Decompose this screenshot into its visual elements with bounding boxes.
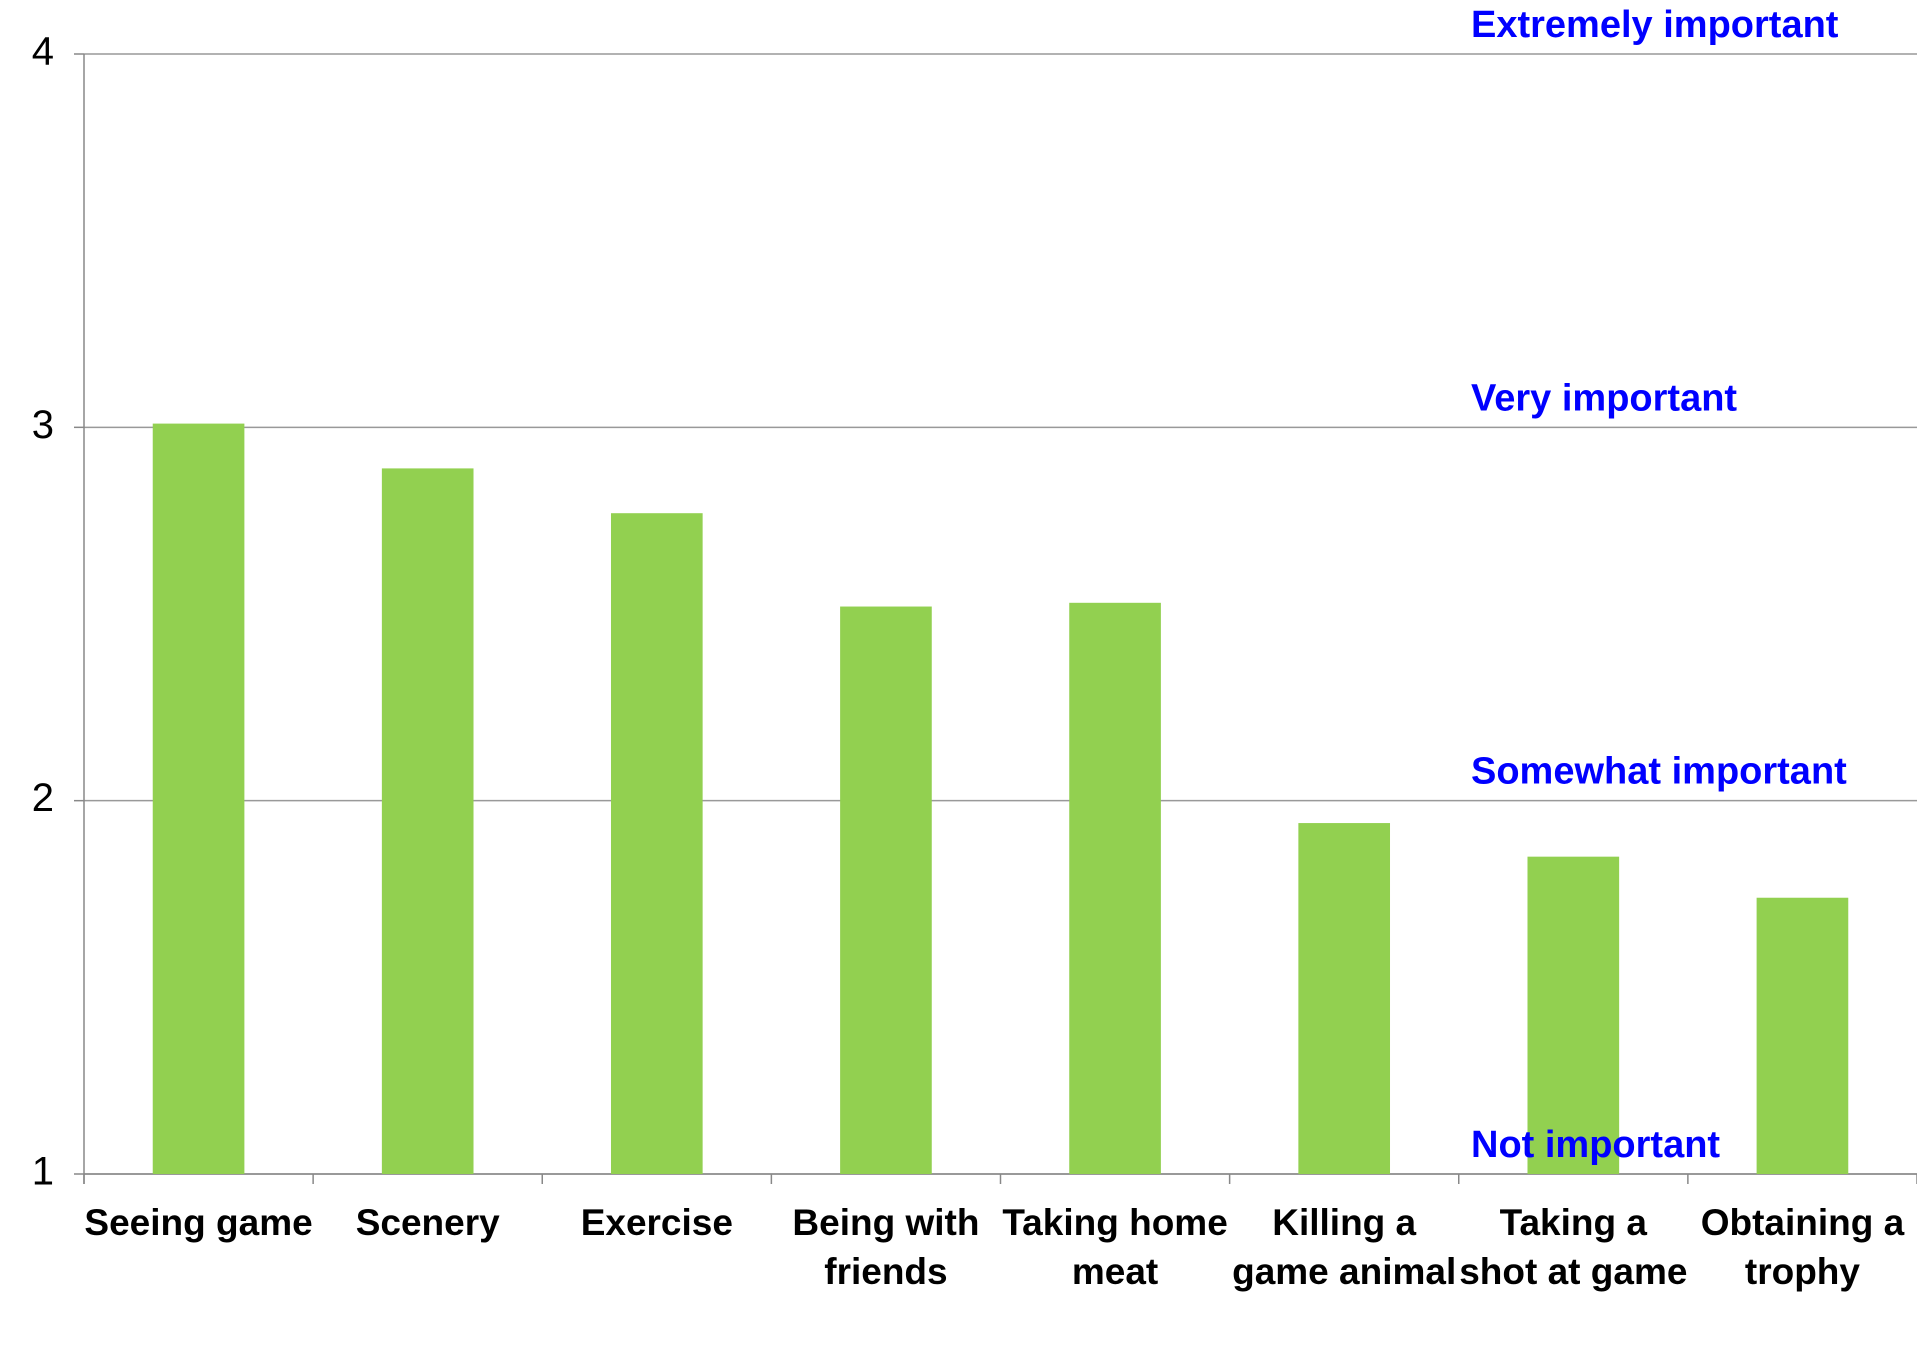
bar <box>381 468 474 1174</box>
bar <box>1069 602 1161 1174</box>
x-tick-label: Taking a shot at game <box>1459 1202 1688 1292</box>
x-tick-label: Being with friends <box>792 1202 980 1292</box>
bar <box>1298 823 1391 1174</box>
annotation: Very important <box>1471 377 1737 419</box>
y-tick-label: 3 <box>32 403 54 447</box>
x-tick-label: Seeing game <box>84 1202 313 1243</box>
bar <box>152 423 245 1175</box>
x-tick-label: Scenery <box>355 1202 500 1243</box>
bar <box>610 513 703 1174</box>
x-tick-label: Taking home meat <box>1002 1202 1228 1292</box>
annotation: Extremely important <box>1471 4 1839 46</box>
x-tick-label: Exercise <box>580 1202 733 1243</box>
y-tick-label: 1 <box>32 1150 54 1194</box>
bar <box>1756 897 1849 1174</box>
x-tick-label: Obtaining a trophy <box>1700 1202 1905 1292</box>
annotation: Somewhat important <box>1471 751 1847 793</box>
bar <box>1527 856 1620 1174</box>
y-tick-label: 2 <box>32 776 54 820</box>
bar <box>840 606 932 1174</box>
y-tick-label: 4 <box>32 30 54 74</box>
x-tick-label: Killing a game animal <box>1232 1202 1457 1292</box>
annotation: Not important <box>1471 1124 1720 1166</box>
